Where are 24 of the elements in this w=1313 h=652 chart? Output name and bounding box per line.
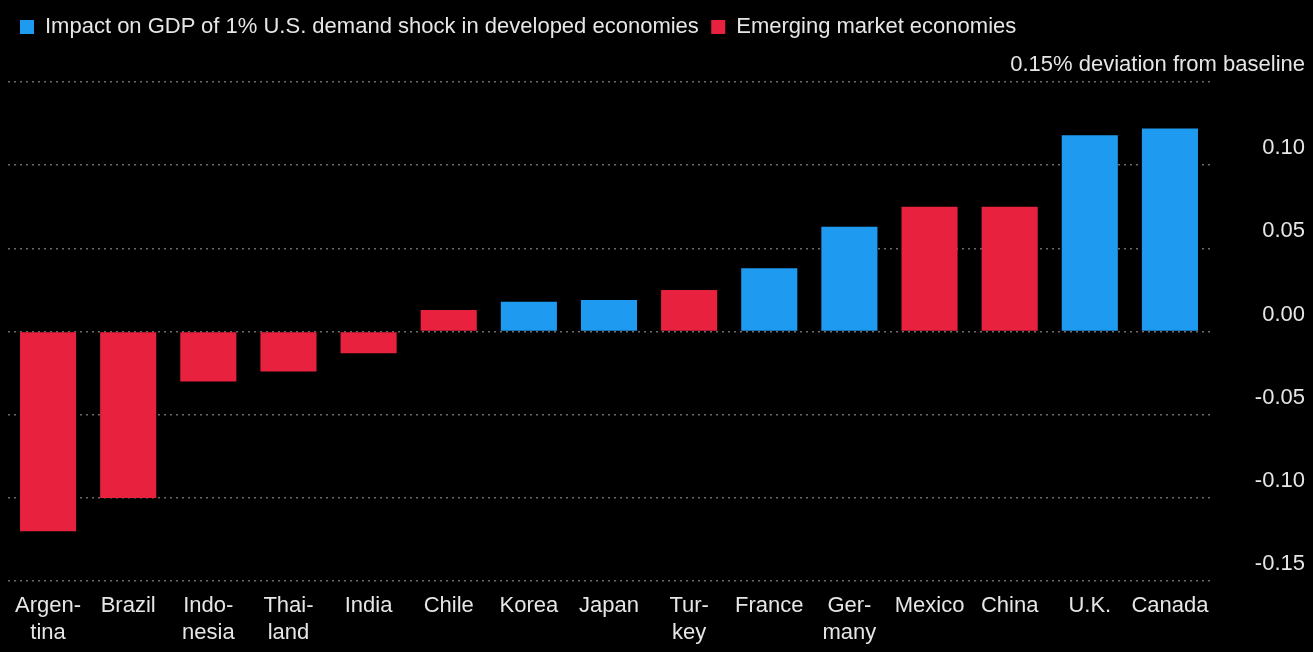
x-tick-label: Thai- land [263, 592, 314, 644]
x-tick-label: Ger- many [822, 592, 877, 644]
x-tick-label: Japan [579, 592, 639, 618]
y-tick-label: 0.10 [1262, 134, 1305, 160]
x-tick-label: Canada [1131, 592, 1210, 618]
x-tick-label: Brazil [100, 592, 156, 618]
y-tick-label: -0.05 [1254, 383, 1305, 409]
legend-label: Emerging market economies [736, 13, 1017, 39]
x-tick-label: Korea [499, 592, 559, 618]
x-tick-label: U.K. [1068, 592, 1112, 618]
legend-label: Impact on GDP of 1% U.S. demand shock in developed economies [45, 13, 699, 39]
x-tick-label: Argen- tina [15, 592, 82, 644]
x-tick-label: India [344, 592, 394, 618]
y-tick-label: -0.15 [1254, 550, 1305, 576]
x-tick-label: Tur- key [669, 592, 709, 644]
y-tick-label: 0.05 [1262, 217, 1305, 243]
y-tick-label: 0.00 [1262, 300, 1305, 326]
x-tick-label: France [735, 592, 804, 618]
y-tick-label: 0.15% deviation from baseline [1010, 51, 1305, 77]
x-tick-label: Mexico [894, 592, 965, 618]
x-tick-label: China [980, 592, 1040, 618]
x-tick-label: Chile [423, 592, 474, 618]
x-tick-label: Indo- nesia [182, 592, 236, 644]
y-tick-label: -0.10 [1254, 467, 1305, 493]
